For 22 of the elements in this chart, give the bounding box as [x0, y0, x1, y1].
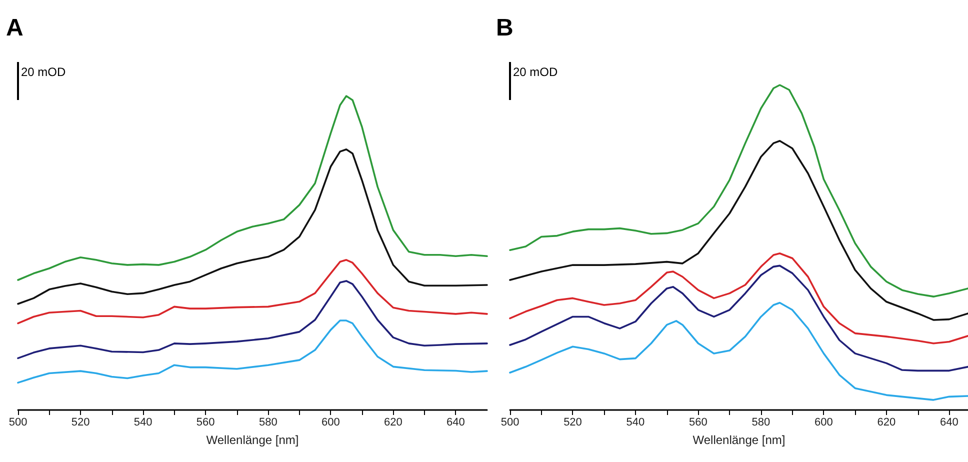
- x-tick-label: 600: [814, 416, 833, 428]
- x-tick-label: 600: [321, 416, 340, 428]
- x-tick-label: 640: [446, 416, 465, 428]
- x-tick-label: 540: [626, 416, 645, 428]
- text: 20 mOD: [513, 65, 558, 79]
- x-tick-label: 500: [500, 416, 520, 428]
- text: 20 mOD: [21, 65, 66, 79]
- x-tick-label: 520: [71, 416, 90, 428]
- x-tick-label: 620: [384, 416, 402, 428]
- x-tick-label: 620: [877, 416, 896, 428]
- x-tick-label: 560: [196, 416, 215, 428]
- x-tick-label: 520: [564, 416, 582, 428]
- x-axis-title: Wellenlänge [nm]: [206, 433, 299, 447]
- x-tick-label: 500: [8, 416, 28, 428]
- x-tick-label: 540: [134, 416, 152, 428]
- x-tick-label: 640: [940, 416, 958, 428]
- chart-title: B: [496, 14, 514, 42]
- x-tick-label: 580: [258, 416, 278, 428]
- x-axis-title: Wellenlänge [nm]: [692, 433, 786, 447]
- x-tick-label: 580: [752, 416, 770, 428]
- chart-title: A: [6, 14, 24, 42]
- x-tick-label: 560: [689, 416, 708, 428]
